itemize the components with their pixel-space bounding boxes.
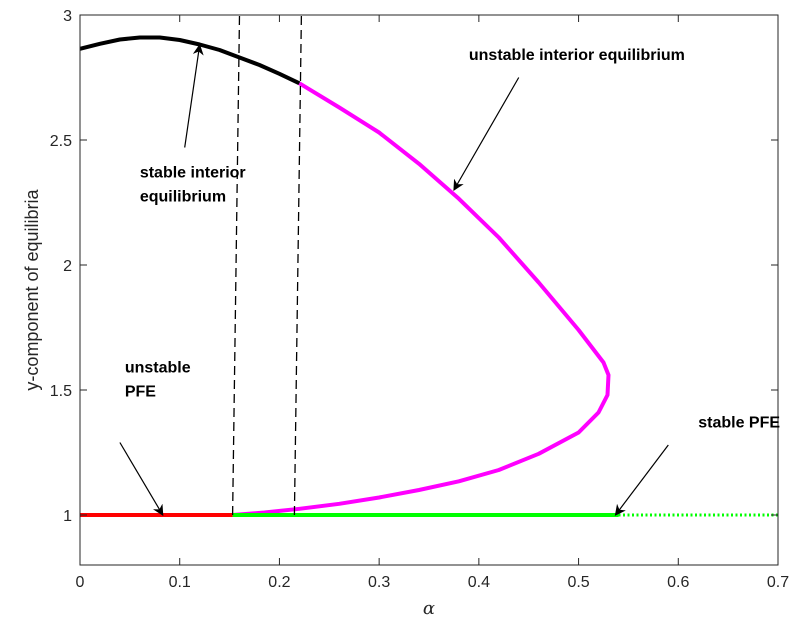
annotation-arrow-2 [119,442,164,516]
series-line-1 [232,81,611,517]
axes-frame [79,14,779,566]
x-tick-label: 0.2 [268,574,290,591]
annotation-text-3: stable PFE [698,415,780,432]
series-layer [79,35,778,517]
y-tick-label: 2 [63,258,72,275]
x-axis-label: α [423,598,435,619]
annotation-line: PFE [125,384,156,401]
x-tick-label: 0.7 [767,574,789,591]
x-tick-label: 0 [76,574,85,591]
annotation-line: stable PFE [698,415,780,432]
annotation-text-2: unstable PFE [125,360,191,401]
x-tick-label: 0.6 [667,574,689,591]
annotation-arrow-1 [184,43,204,148]
axes-layer: 0 0.1 0.2 0.3 0.4 0.5 0.6 0.7 1 1.5 2 2.5 3 [50,8,789,591]
annotation-text-0: unstable interior equilibrium [469,47,685,64]
y-axis-label: y-component of equilibria [22,188,42,390]
annotation-line: equilibrium [140,189,226,206]
x-tick-label: 0.1 [169,574,191,591]
annotation-arrow-0 [453,77,520,191]
x-tick-label: 0.3 [368,574,390,591]
annotation-line: stable interior [140,165,246,182]
y-tick-label: 3 [63,8,72,25]
annotation-text-1: stable interior equilibrium [140,165,246,206]
y-tick-label: 1.5 [50,383,72,400]
y-tick-label: 1 [63,508,72,525]
plot-background [80,15,778,565]
annotation-line: unstable [125,360,191,377]
x-tick-label: 0.4 [468,574,490,591]
series-line-0 [79,35,301,86]
annotations-layer: unstable interior equilibrium stable inte… [119,43,780,516]
x-tick-label: 0.5 [567,574,589,591]
annotation-line: unstable interior equilibrium [469,47,685,64]
annotation-arrow-3 [614,444,669,516]
y-tick-label: 2.5 [50,133,72,150]
